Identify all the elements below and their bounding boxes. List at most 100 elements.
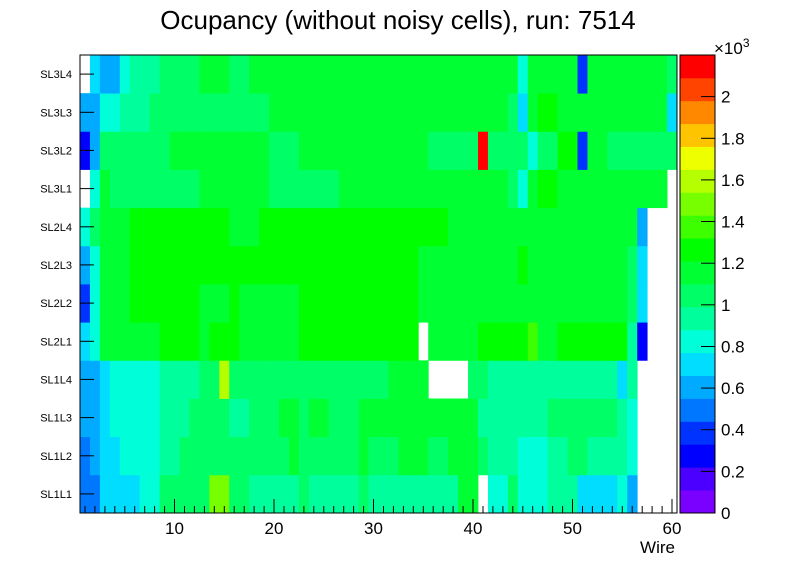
heatmap-cell — [368, 436, 379, 476]
heatmap-cell — [378, 245, 389, 285]
heatmap-cell — [408, 436, 419, 476]
heatmap-cell — [557, 93, 568, 132]
heatmap-cell — [348, 436, 359, 476]
heatmap-cell — [557, 169, 568, 209]
heatmap-cell — [388, 398, 399, 438]
heatmap-cell — [358, 55, 369, 94]
heatmap-cell — [259, 322, 270, 361]
heatmap-cell — [199, 322, 210, 361]
heatmap-cell — [189, 436, 200, 476]
heatmap-cell — [537, 322, 549, 361]
colorbar-swatch — [680, 467, 715, 491]
heatmap-cell — [567, 322, 578, 361]
heatmap-cell — [298, 360, 310, 399]
heatmap-cell — [119, 55, 131, 94]
heatmap-cell — [189, 360, 200, 399]
heatmap-cell — [478, 55, 489, 94]
heatmap-cell — [159, 93, 170, 132]
heatmap-cell — [408, 474, 419, 514]
heatmap-cell — [507, 322, 519, 361]
heatmap-cell — [388, 93, 399, 132]
heatmap-cell — [229, 55, 240, 94]
heatmap-cell — [378, 131, 389, 170]
colorbar-tick-label: 1.8 — [721, 129, 745, 148]
heatmap-cell — [109, 360, 121, 399]
heatmap-cell — [328, 131, 340, 170]
heatmap-cell — [458, 169, 469, 209]
heatmap-cell — [328, 474, 340, 514]
heatmap-cell — [368, 322, 379, 361]
heatmap-cell — [567, 360, 578, 399]
heatmap-cell — [338, 474, 350, 514]
heatmap-cell — [169, 474, 180, 514]
heatmap-cell — [288, 55, 300, 94]
heatmap-cell — [408, 207, 419, 247]
heatmap-cell — [547, 436, 558, 476]
heatmap-cell — [607, 93, 618, 132]
heatmap-cell — [119, 284, 131, 323]
heatmap-cell — [129, 436, 141, 476]
heatmap-cell — [109, 207, 121, 247]
heatmap-cell — [667, 55, 678, 94]
heatmap-cell — [348, 245, 359, 285]
heatmap-cell — [567, 398, 578, 438]
heatmap-cell — [119, 245, 131, 285]
colorbar-swatch — [680, 284, 715, 308]
heatmap-cell — [179, 474, 190, 514]
heatmap-cell — [338, 207, 350, 247]
heatmap-cell — [139, 360, 151, 399]
heatmap-cell — [149, 360, 160, 399]
heatmap-cell — [338, 436, 350, 476]
heatmap-cell — [249, 245, 260, 285]
row-label: SL1L1 — [40, 489, 72, 501]
heatmap-cell — [149, 398, 160, 438]
heatmap-cell — [318, 436, 330, 476]
heatmap-cell — [587, 131, 598, 170]
heatmap-cell — [637, 207, 648, 247]
heatmap-cell — [607, 436, 618, 476]
heatmap-cell — [219, 474, 230, 514]
heatmap-cell — [358, 360, 369, 399]
heatmap-cell — [209, 131, 220, 170]
heatmap-cell — [368, 169, 379, 209]
heatmap-cell — [308, 436, 320, 476]
heatmap-cell — [169, 322, 180, 361]
heatmap-cell — [507, 398, 519, 438]
colorbar-tick-label: 2 — [721, 88, 730, 107]
heatmap-cell — [149, 207, 160, 247]
heatmap-cell — [279, 93, 290, 132]
heatmap-cell — [89, 207, 101, 247]
colorbar-swatch — [680, 146, 715, 170]
heatmap-cell — [169, 245, 180, 285]
heatmap-cell — [159, 207, 170, 247]
heatmap-cell — [119, 207, 131, 247]
colorbar-swatch — [680, 100, 715, 125]
heatmap-cell — [129, 93, 141, 132]
heatmap-cell — [169, 131, 180, 170]
heatmap-cell — [527, 436, 539, 476]
heatmap-cell — [408, 93, 419, 132]
heatmap-cell — [338, 245, 350, 285]
heatmap-cell — [487, 322, 499, 361]
heatmap-cell — [318, 398, 330, 438]
heatmap-cell — [239, 131, 250, 170]
heatmap-cell — [229, 322, 240, 361]
heatmap-cell — [288, 360, 300, 399]
colorbar-swatch — [680, 55, 715, 79]
heatmap-cell — [269, 207, 280, 247]
heatmap-cell — [189, 93, 200, 132]
heatmap-cell — [308, 169, 320, 209]
heatmap-cell — [607, 207, 618, 247]
heatmap-cell — [478, 322, 489, 361]
heatmap-cell — [418, 131, 429, 170]
heatmap-cell — [468, 55, 479, 94]
heatmap-cell — [288, 131, 300, 170]
heatmap-cell — [119, 93, 131, 132]
heatmap-cell — [438, 207, 449, 247]
heatmap-cell — [458, 436, 469, 476]
heatmap-cell — [99, 55, 111, 94]
x-tick-label: 10 — [165, 519, 184, 538]
x-tick-label: 30 — [364, 519, 383, 538]
heatmap-cell — [438, 93, 449, 132]
